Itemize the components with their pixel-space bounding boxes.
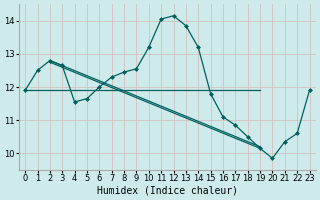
X-axis label: Humidex (Indice chaleur): Humidex (Indice chaleur) xyxy=(97,186,238,196)
